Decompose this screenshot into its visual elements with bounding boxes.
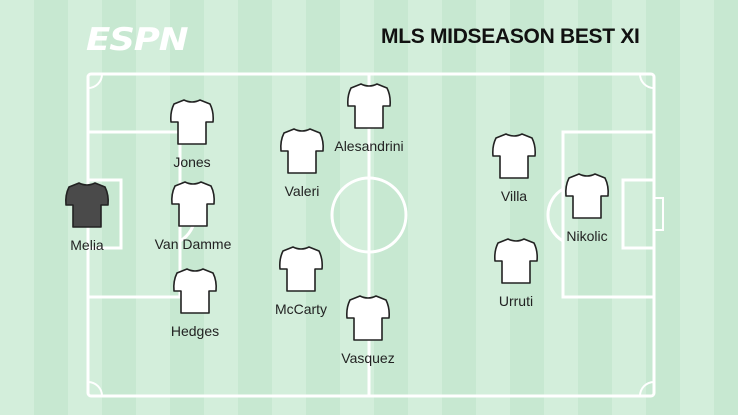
shirt-icon [280, 128, 324, 174]
player-nikolic: Nikolic [542, 172, 632, 244]
player-melia: Melia [42, 181, 132, 253]
shirt-icon [346, 295, 390, 341]
player-name: Alesandrini [334, 138, 404, 154]
shirt-icon [279, 246, 323, 292]
shirt-icon [170, 99, 214, 145]
player-villa: Villa [469, 132, 559, 204]
player-name: Nikolic [566, 228, 608, 244]
player-hedges: Hedges [150, 267, 240, 339]
center-circle [330, 176, 408, 254]
player-mccarty: McCarty [256, 245, 346, 317]
player-name: McCarty [274, 301, 328, 317]
espn-logo: ESPN [86, 22, 189, 58]
player-name: Villa [500, 188, 528, 204]
player-name: Jones [173, 154, 211, 170]
shirt-icon [347, 83, 391, 129]
corner-arc [87, 73, 103, 89]
player-name: Valeri [284, 183, 320, 199]
shirt-icon [65, 182, 109, 228]
right-goal [653, 197, 664, 231]
player-valeri: Valeri [257, 127, 347, 199]
player-urruti: Urruti [471, 237, 561, 309]
shirt-icon [173, 268, 217, 314]
player-name: Melia [70, 237, 104, 253]
player-name: Hedges [170, 323, 220, 339]
player-name: Urruti [498, 293, 534, 309]
player-name: Vasquez [341, 350, 395, 366]
player-vasquez: Vasquez [323, 294, 413, 366]
player-name: Van Damme [154, 236, 232, 252]
player-jones: Jones [147, 98, 237, 170]
shirt-icon [492, 133, 536, 179]
player-van-damme: Van Damme [148, 180, 238, 252]
shirt-icon [565, 173, 609, 219]
shirt-icon [171, 181, 215, 227]
right-penalty-arc [546, 187, 564, 243]
player-alesandrini: Alesandrini [324, 82, 414, 154]
page-title: MLS MIDSEASON BEST XI [381, 25, 640, 48]
shirt-icon [494, 238, 538, 284]
